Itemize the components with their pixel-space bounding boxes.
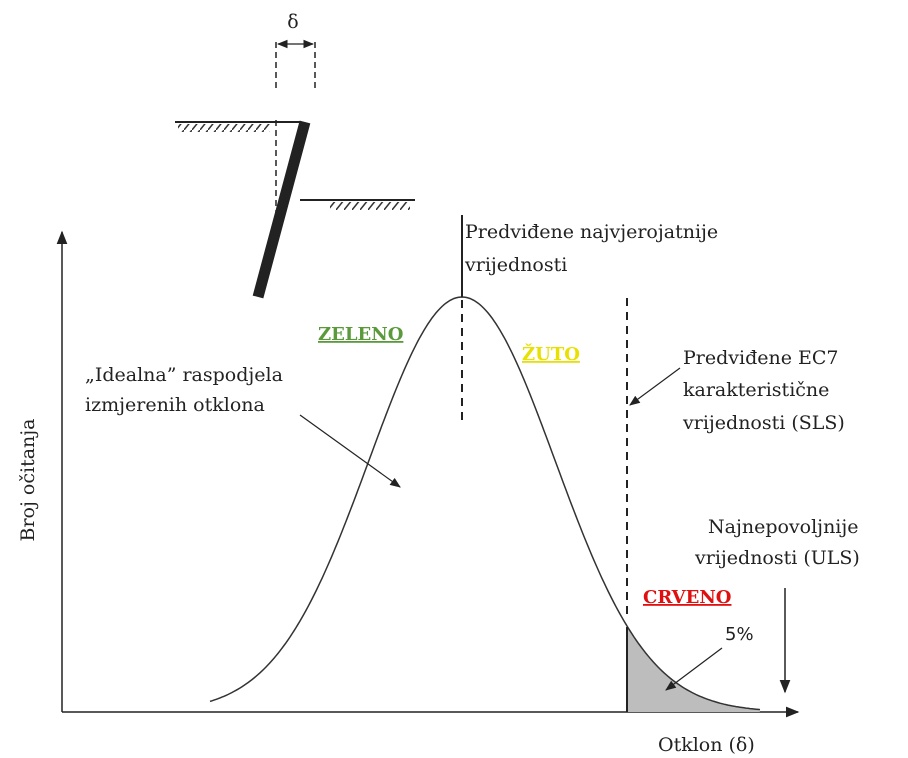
ideal-1: „Idealna” raspodjela [85, 364, 283, 386]
ideal-arrow [299, 414, 401, 488]
distribution-curve [209, 296, 761, 711]
uls-1: Najnepovoljnije [708, 516, 859, 538]
zone-red: CRVENO [643, 587, 731, 608]
tail-area [627, 626, 760, 712]
sls-3: vrijednosti (SLS) [682, 412, 845, 434]
delta-label: δ [287, 11, 298, 33]
zone-yellow: ŽUTO [522, 342, 580, 365]
tail-arrow [665, 647, 723, 691]
y-axis-label: Broj očitanja [17, 419, 39, 542]
ideal-2: izmjerenih otklona [85, 394, 265, 416]
sls-2: karakteristične [683, 379, 829, 401]
wall-sketch [175, 39, 415, 299]
sls-1: Predviđene EC7 [683, 347, 839, 369]
x-axis-label: Otklon (δ) [658, 734, 755, 756]
zone-green: ZELENO [318, 324, 403, 345]
tail-label: 5% [725, 624, 754, 645]
most-likely-2: vrijednosti [464, 254, 567, 276]
most-likely-1: Predviđene najvjerojatnije [465, 221, 718, 243]
uls-2: vrijednosti (ULS) [694, 547, 860, 569]
sls-arrow [629, 367, 681, 406]
